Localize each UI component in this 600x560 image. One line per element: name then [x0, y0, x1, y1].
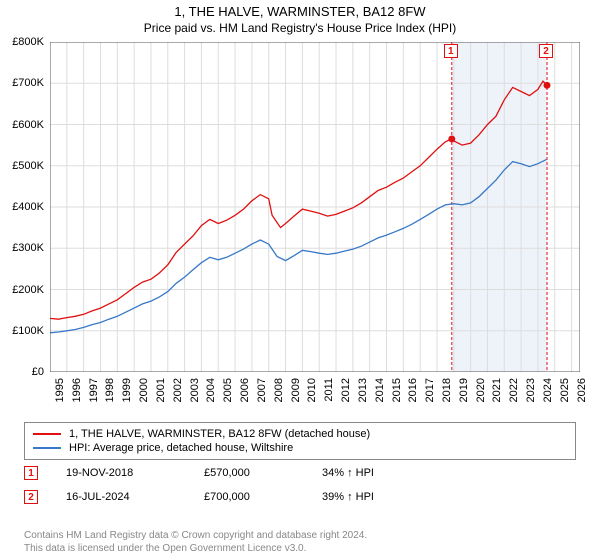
marker-price-1: £570,000 — [204, 467, 294, 479]
x-tick-label: 2019 — [458, 378, 470, 402]
x-tick-label: 2023 — [525, 378, 537, 402]
x-tick-label: 2021 — [491, 378, 503, 402]
x-tick-label: 1997 — [88, 378, 100, 402]
x-tick-label: 2017 — [424, 378, 436, 402]
chart-subtitle: Price paid vs. HM Land Registry's House … — [0, 21, 600, 35]
y-tick-label: £500K — [12, 160, 44, 172]
chart-svg — [50, 42, 580, 372]
marker-row-2: 2 16-JUL-2024 £700,000 39% ↑ HPI — [24, 490, 374, 504]
footer-line-1: Contains HM Land Registry data © Crown c… — [24, 529, 367, 542]
x-tick-label: 2016 — [407, 378, 419, 402]
footer: Contains HM Land Registry data © Crown c… — [24, 529, 367, 555]
x-tick-label: 2025 — [559, 378, 571, 402]
marker-hpi-2: 39% ↑ HPI — [322, 491, 374, 503]
x-tick-label: 2005 — [222, 378, 234, 402]
chart-container: 1, THE HALVE, WARMINSTER, BA12 8FW Price… — [0, 0, 600, 560]
legend-swatch-hpi — [33, 447, 61, 449]
marker-date-2: 16-JUL-2024 — [66, 491, 176, 503]
x-tick-label: 1998 — [104, 378, 116, 402]
x-tick-label: 2015 — [391, 378, 403, 402]
marker-row-1: 1 19-NOV-2018 £570,000 34% ↑ HPI — [24, 466, 374, 480]
y-tick-label: £0 — [32, 366, 44, 378]
marker-price-2: £700,000 — [204, 491, 294, 503]
x-tick-label: 2013 — [357, 378, 369, 402]
x-tick-label: 2009 — [290, 378, 302, 402]
y-tick-label: £800K — [12, 36, 44, 48]
x-tick-label: 2022 — [508, 378, 520, 402]
marker-badge-1: 1 — [24, 466, 38, 480]
x-tick-label: 2024 — [542, 378, 554, 402]
x-tick-label: 2002 — [172, 378, 184, 402]
legend-swatch-property — [33, 433, 61, 435]
legend-item-property: 1, THE HALVE, WARMINSTER, BA12 8FW (deta… — [33, 427, 567, 441]
legend-label-hpi: HPI: Average price, detached house, Wilt… — [69, 442, 293, 454]
x-tick-label: 2010 — [306, 378, 318, 402]
y-tick-label: £200K — [12, 284, 44, 296]
x-tick-label: 1995 — [54, 378, 66, 402]
y-tick-label: £100K — [12, 325, 44, 337]
marker-hpi-1: 34% ↑ HPI — [322, 467, 374, 479]
x-tick-label: 2011 — [323, 378, 335, 402]
x-tick-label: 1999 — [121, 378, 133, 402]
x-tick-label: 2001 — [155, 378, 167, 402]
plot-area: 12 — [50, 42, 580, 372]
y-tick-label: £300K — [12, 242, 44, 254]
marker-badge-2: 2 — [24, 490, 38, 504]
marker-date-1: 19-NOV-2018 — [66, 467, 176, 479]
x-tick-label: 2004 — [205, 378, 217, 402]
y-tick-label: £700K — [12, 77, 44, 89]
x-tick-label: 2026 — [576, 378, 588, 402]
chart-title: 1, THE HALVE, WARMINSTER, BA12 8FW — [0, 4, 600, 19]
legend-item-hpi: HPI: Average price, detached house, Wilt… — [33, 441, 567, 455]
x-tick-label: 1996 — [71, 378, 83, 402]
y-axis: £0£100K£200K£300K£400K£500K£600K£700K£80… — [0, 42, 48, 372]
title-block: 1, THE HALVE, WARMINSTER, BA12 8FW Price… — [0, 0, 600, 35]
x-tick-label: 2014 — [374, 378, 386, 402]
legend-label-property: 1, THE HALVE, WARMINSTER, BA12 8FW (deta… — [69, 428, 370, 440]
x-tick-label: 2018 — [441, 378, 453, 402]
chart-marker-badge: 1 — [444, 44, 458, 58]
legend: 1, THE HALVE, WARMINSTER, BA12 8FW (deta… — [24, 422, 576, 460]
x-tick-label: 2012 — [340, 378, 352, 402]
footer-line-2: This data is licensed under the Open Gov… — [24, 542, 367, 555]
x-axis: 1995 1996 1997 1998 1999 2000 2001 2002 2003 2004… — [50, 374, 580, 424]
x-tick-label: 2000 — [138, 378, 150, 402]
chart-marker-badge: 2 — [539, 44, 553, 58]
x-tick-label: 2020 — [475, 378, 487, 402]
y-tick-label: £600K — [12, 119, 44, 131]
x-tick-label: 2007 — [256, 378, 268, 402]
x-tick-label: 2006 — [239, 378, 251, 402]
y-tick-label: £400K — [12, 201, 44, 213]
x-tick-label: 2008 — [273, 378, 285, 402]
x-tick-label: 2003 — [189, 378, 201, 402]
